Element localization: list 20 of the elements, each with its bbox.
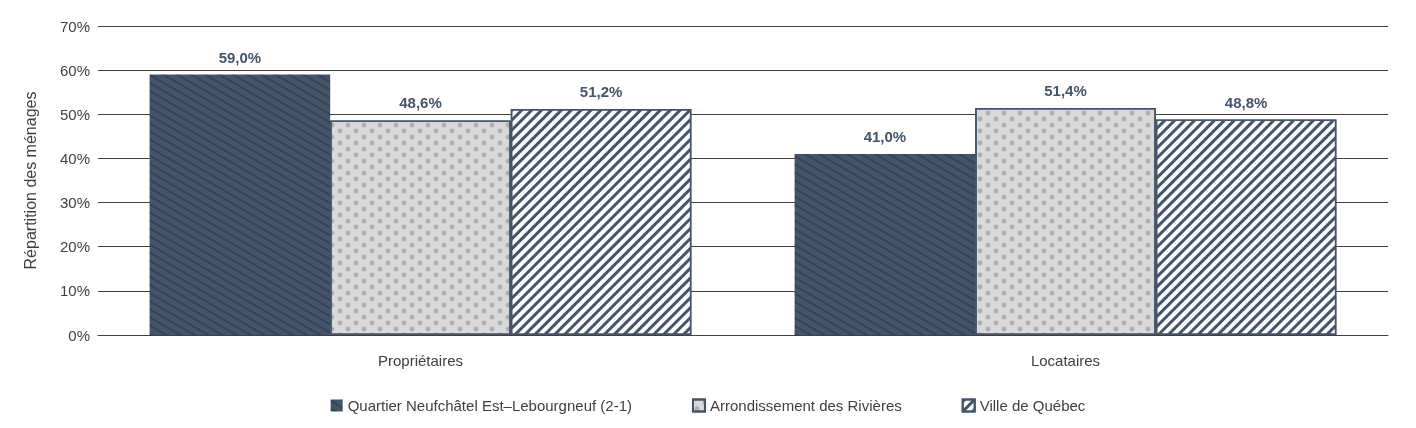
y-tick-label: 20% (59, 238, 90, 256)
y-tick-label: 70% (59, 17, 90, 35)
y-tick-label: 0% (68, 326, 90, 344)
y-tick-label: 40% (59, 149, 90, 167)
legend-label: Arrondissement des Rivières (709, 397, 902, 414)
data-label: 59,0% (218, 48, 262, 66)
data-label: 51,4% (1044, 82, 1087, 100)
x-tick-label: Propriétaires (377, 352, 464, 369)
legend-label: Quartier Neufchâtel Est–Lebourgneuf (2-1) (347, 397, 632, 414)
y-tick-label: 30% (59, 194, 90, 212)
data-label: 41,0% (863, 128, 907, 146)
y-tick-label: 50% (59, 105, 90, 123)
x-tick-label: Locataires (1030, 352, 1101, 369)
data-label: 51,2% (579, 82, 623, 100)
y-axis-title: Répartition des ménages (21, 91, 39, 270)
data-label: 48,8% (1224, 93, 1268, 111)
legend-label: Ville de Québec (979, 397, 1086, 414)
y-tick-label: 10% (59, 282, 90, 300)
data-label: 48,6% (399, 94, 442, 112)
y-tick-label: 60% (59, 61, 90, 79)
